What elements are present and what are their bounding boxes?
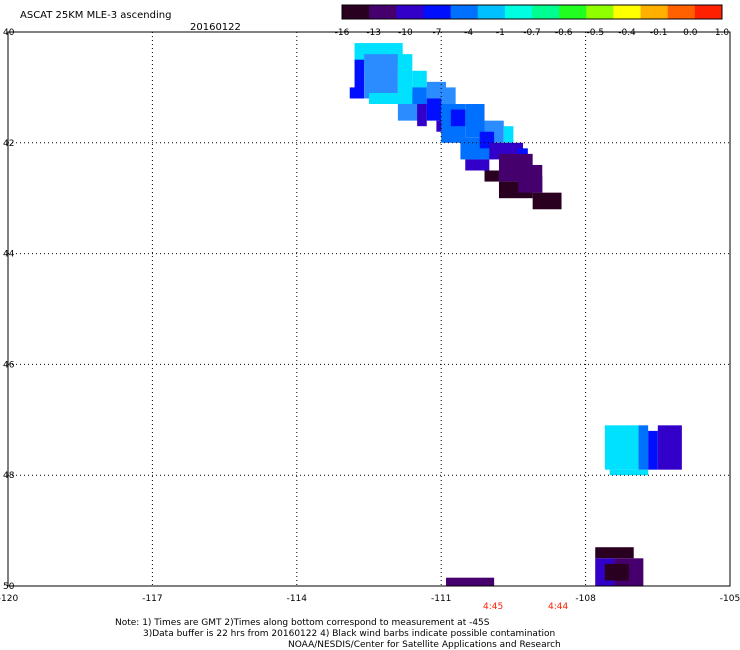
wind-cell <box>648 430 658 470</box>
colorbar-tick-label: 1.0 <box>715 28 730 38</box>
wind-cell <box>503 126 514 143</box>
wind-cell <box>417 104 427 127</box>
colorbar-swatch <box>450 5 479 19</box>
colorbar-swatch <box>504 5 533 19</box>
wind-cell <box>638 425 649 470</box>
note-line-2: 3)Data buffer is 22 hrs from 20160122 4)… <box>143 629 555 639</box>
colorbar-tick-label: -0.4 <box>618 28 636 38</box>
wind-cell <box>369 92 418 105</box>
wind-cell <box>354 59 365 99</box>
colorbar-swatch <box>477 5 506 19</box>
y-tick-label: 44 <box>3 250 15 260</box>
colorbar-swatch <box>342 5 370 19</box>
colorbar-swatch <box>369 5 397 19</box>
colorbar-tick-label: -7 <box>433 28 442 38</box>
y-tick-label: 50 <box>3 582 15 592</box>
colorbar-swatch <box>613 5 642 19</box>
colorbar-border <box>341 4 723 20</box>
time-label-1: 4:45 <box>483 602 503 612</box>
colorbar-tick-label: 0.0 <box>683 28 698 38</box>
colorbar-tick-label: -13 <box>366 28 381 38</box>
y-tick-label: 42 <box>3 139 14 149</box>
x-axis-tick-labels: -120 -117 -114 -111 -108 -105 <box>0 594 740 604</box>
time-label-2: 4:44 <box>548 602 568 612</box>
note-line-3: NOAA/NESDIS/Center for Satellite Applica… <box>288 640 561 650</box>
x-tick-label: -108 <box>575 594 596 604</box>
wind-cell <box>595 547 634 559</box>
wind-cell <box>657 425 682 470</box>
wind-cell <box>465 104 485 138</box>
colorbar-tick-label: -1 <box>496 28 505 38</box>
map-frame <box>7 31 731 587</box>
wind-cell <box>604 563 629 581</box>
y-tick-label: 40 <box>3 28 15 38</box>
x-tick-label: -105 <box>720 594 740 604</box>
x-tick-label: -114 <box>287 594 308 604</box>
wind-cell <box>465 159 490 171</box>
map-title: ASCAT 25KM MLE-3 ascending <box>20 10 171 21</box>
colorbar-tick-label: -10 <box>398 28 413 38</box>
colorbar-swatch <box>559 5 587 19</box>
x-tick-label: -111 <box>431 594 451 604</box>
colorbar-tick-label: -0.5 <box>587 28 605 38</box>
colorbar-swatch <box>667 5 696 19</box>
wind-cell <box>426 98 442 121</box>
wind-cell <box>364 54 398 99</box>
colorbar-tick-label: -0.1 <box>650 28 668 38</box>
colorbar-swatch <box>396 5 424 19</box>
colorbar-swatch <box>423 5 452 19</box>
gridlines <box>8 32 730 586</box>
map-date: 20160122 <box>190 22 241 33</box>
x-tick-label: -120 <box>0 594 18 604</box>
colorbar <box>341 4 723 20</box>
colorbar-tick-label: -0.7 <box>523 28 541 38</box>
x-tick-label: -117 <box>142 594 162 604</box>
wind-cell <box>518 176 543 193</box>
colorbar-swatch <box>640 5 669 19</box>
colorbar-tick-label: -0.6 <box>555 28 573 38</box>
y-tick-label: 46 <box>3 360 15 370</box>
wind-cells <box>349 43 682 586</box>
y-tick-label: 48 <box>3 471 15 481</box>
wind-cell <box>446 577 495 586</box>
wind-cell <box>450 109 466 127</box>
colorbar-tick-labels: -16 -13 -10 -7 -4 -1 -0.7 -0.6 -0.5 -0.4 -0.1 0.0 1.… <box>335 28 730 38</box>
wind-cell <box>484 170 499 182</box>
wind-cell <box>609 469 649 476</box>
wind-cell <box>397 54 413 99</box>
colorbar-tick-label: -4 <box>464 28 473 38</box>
colorbar-tick-label: -16 <box>335 28 350 38</box>
wind-cell <box>532 192 562 210</box>
wind-cell <box>349 87 360 99</box>
note-line-1: Note: 1) Times are GMT 2)Times along bot… <box>115 618 490 628</box>
colorbar-swatch <box>586 5 614 19</box>
wind-cell <box>604 425 639 470</box>
y-axis-tick-labels: 40 42 44 46 48 50 <box>3 28 15 592</box>
colorbar-swatch <box>532 5 560 19</box>
wind-cell <box>412 87 427 105</box>
colorbar-swatch <box>694 5 723 19</box>
